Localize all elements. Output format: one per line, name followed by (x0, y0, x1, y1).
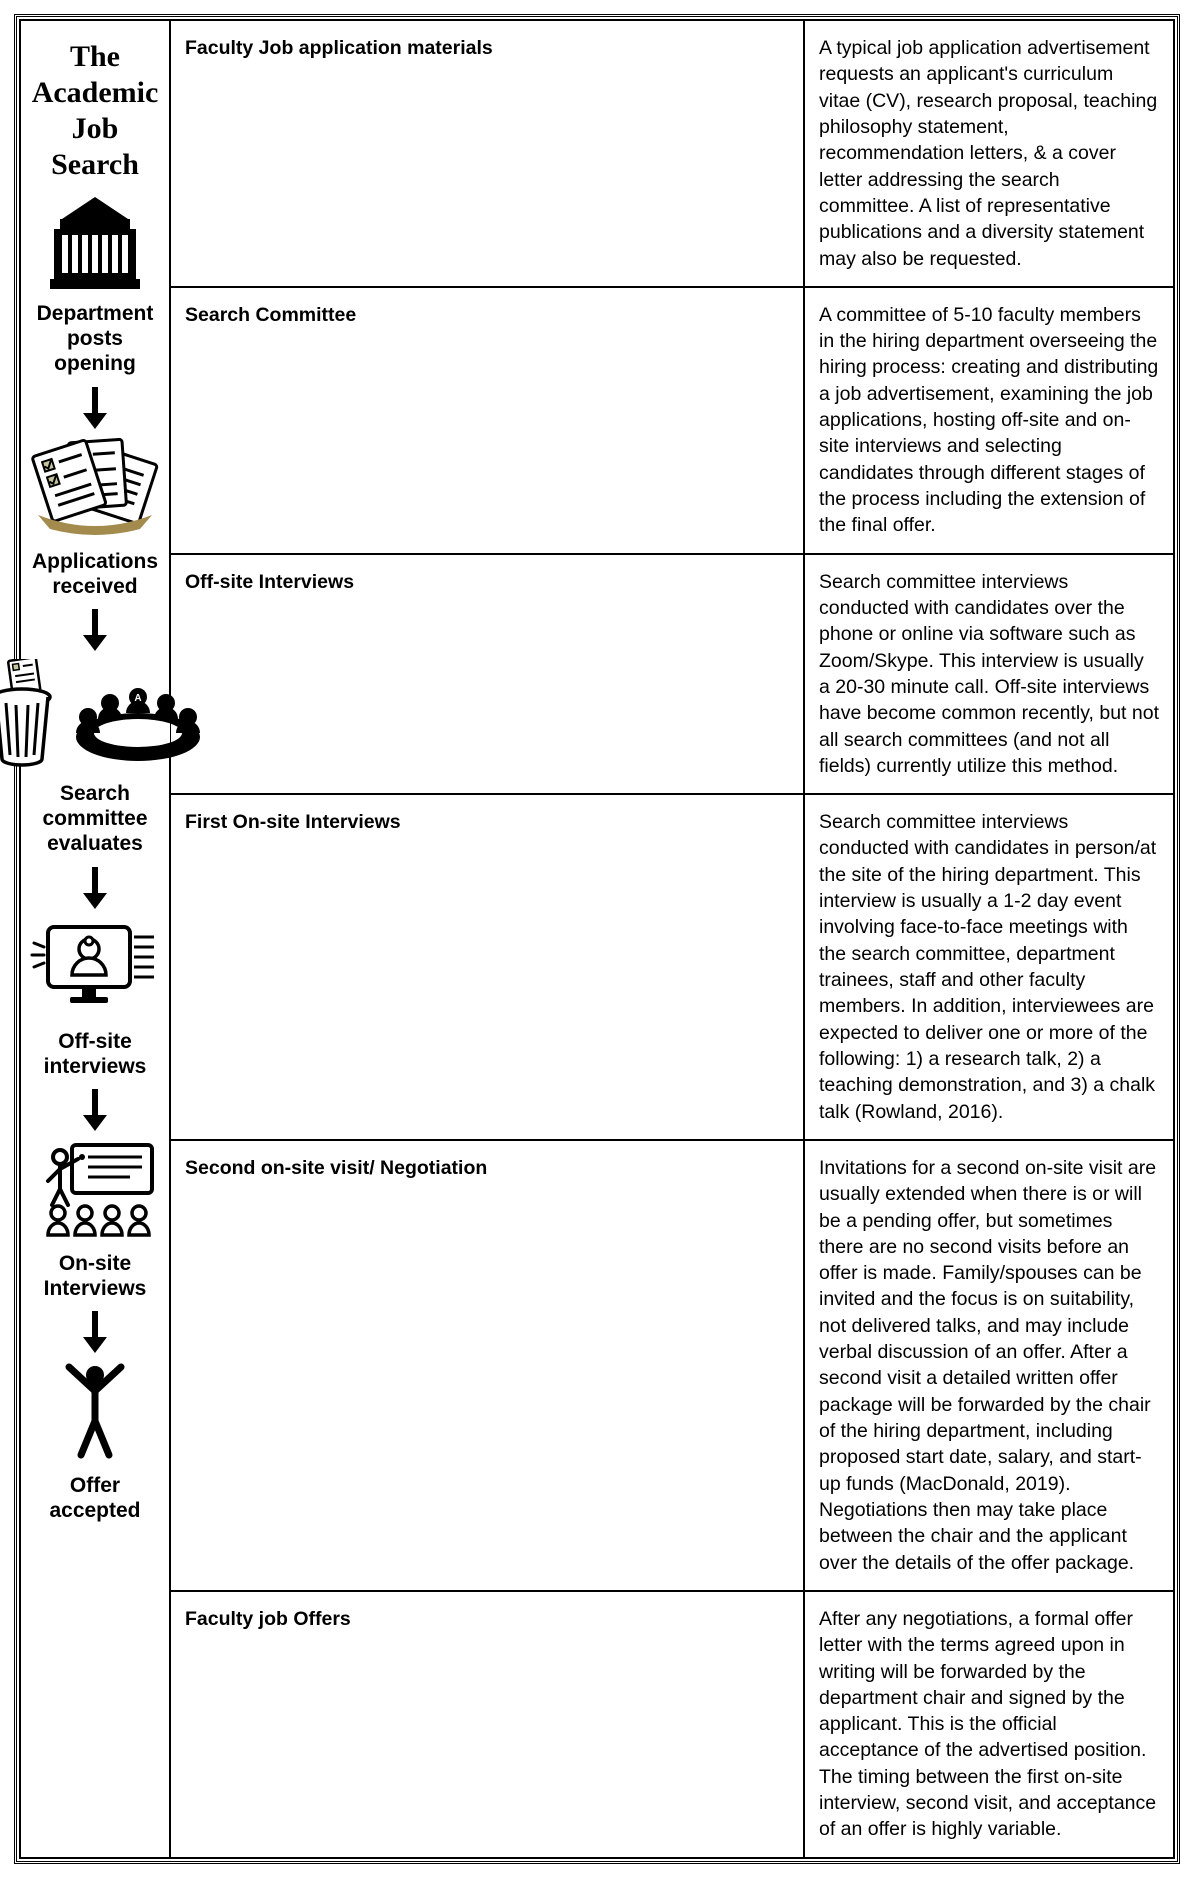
flowchart-panel: The Academic Job Search (20, 20, 170, 1858)
page: Faculty Job application materials A typi… (0, 0, 1194, 1878)
definition-cell: Search committee interviews conducted wi… (804, 554, 1174, 795)
flowchart: Department posts opening (29, 197, 161, 1524)
definition-cell: After any negotiations, a formal offer l… (804, 1591, 1174, 1858)
definition-cell: Invitations for a second on-site visit a… (804, 1140, 1174, 1591)
flow-step-label: Applications received (29, 549, 161, 599)
applications-icon (20, 437, 170, 537)
definition-cell: A committee of 5-10 faculty members in t… (804, 287, 1174, 554)
arrow-down-icon (83, 1089, 107, 1131)
content-grid: Faculty Job application materials A typi… (19, 19, 1175, 1859)
flow-step-label: On-site Interviews (29, 1251, 161, 1301)
term-cell: Search Committee (170, 287, 804, 554)
flow-step-label: Search committee evaluates (29, 781, 161, 857)
flow-step-label: Department posts opening (29, 301, 161, 377)
celebrate-icon (55, 1361, 135, 1461)
presentation-icon (20, 1139, 170, 1239)
outer-frame: Faculty Job application materials A typi… (14, 14, 1180, 1864)
arrow-down-icon (83, 387, 107, 429)
definition-cell: A typical job application advertisement … (804, 20, 1174, 287)
arrow-down-icon (83, 1311, 107, 1353)
definition-cell: Search committee interviews conducted wi… (804, 794, 1174, 1140)
arrow-down-icon (83, 609, 107, 651)
video-interview-icon (30, 917, 160, 1017)
term-cell: First On-site Interviews (170, 794, 804, 1140)
term-cell: Second on-site visit/ Negotiation (170, 1140, 804, 1591)
term-cell: Faculty job Offers (170, 1591, 804, 1858)
flowchart-title: The Academic Job Search (29, 39, 161, 183)
svg-text:A: A (134, 693, 141, 704)
university-icon (40, 197, 150, 289)
flow-step-label: Off-site interviews (29, 1029, 161, 1079)
flow-step-label: Offer accepted (29, 1473, 161, 1523)
term-cell: Off-site Interviews (170, 554, 804, 795)
arrow-down-icon (83, 867, 107, 909)
term-cell: Faculty Job application materials (170, 20, 804, 287)
